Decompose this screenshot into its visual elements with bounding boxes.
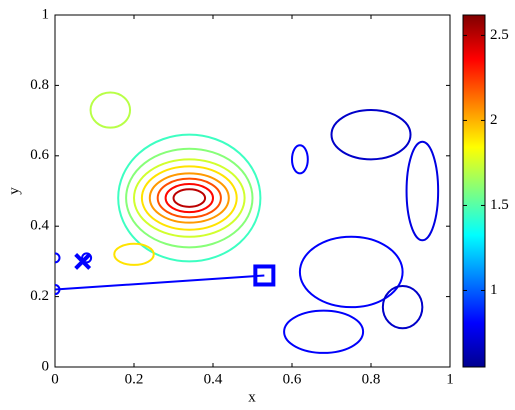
circle-marker [81, 252, 93, 264]
contour-line [298, 235, 404, 309]
contour-line [283, 309, 365, 354]
contour-line [133, 158, 246, 238]
colorbar-tick-label: 1.5 [490, 197, 509, 213]
colorbar-tick-label: 1 [490, 282, 498, 298]
circle-marker [55, 252, 61, 264]
colorbar-tick-label: 2 [490, 112, 498, 128]
contour-line [125, 147, 254, 249]
colorbar-tick-label: 2.5 [490, 27, 509, 43]
x-tick-label: 0 [51, 371, 59, 387]
colorbar [462, 14, 486, 368]
contour-line [113, 242, 155, 266]
contour-line [117, 133, 262, 263]
circle-marker [55, 284, 61, 296]
y-tick-label: 0 [42, 358, 50, 374]
contour-line [164, 182, 215, 214]
y-tick-label: 0.8 [30, 77, 49, 93]
y-tick-label: 0.6 [30, 147, 49, 163]
contour-line [156, 177, 222, 219]
y-tick-label: 0.4 [30, 218, 49, 234]
cross-marker [74, 252, 92, 270]
contour-line [291, 144, 309, 175]
x-tick-label: 1 [446, 371, 454, 387]
path-line [55, 274, 265, 291]
contour-line [140, 165, 238, 231]
y-tick-label: 1 [42, 6, 50, 22]
y-tick-label: 0.2 [30, 288, 49, 304]
contour-line [381, 285, 424, 330]
x-tick-label: 0.4 [204, 371, 223, 387]
square-marker [253, 264, 276, 287]
y-axis-label: y [6, 187, 22, 195]
contour-line [172, 188, 207, 208]
x-tick-label: 0.6 [283, 371, 302, 387]
x-axis-label: x [248, 389, 256, 405]
contour-line [89, 91, 132, 129]
plot-area [54, 14, 451, 368]
contour-line [405, 140, 440, 242]
x-tick-label: 0.8 [362, 371, 381, 387]
contour-line [330, 109, 412, 161]
contour-line [148, 172, 230, 224]
x-tick-label: 0.2 [125, 371, 144, 387]
